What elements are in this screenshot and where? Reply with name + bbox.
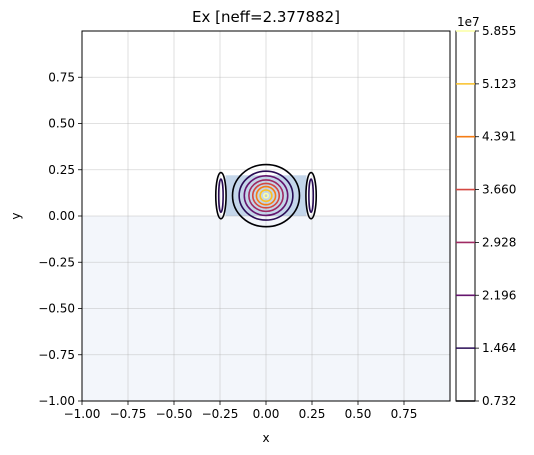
- x-tick-label: −0.25: [202, 407, 239, 421]
- contour-level: [248, 179, 284, 213]
- x-tick-label: −0.50: [156, 407, 193, 421]
- x-tick-label: −1.00: [64, 407, 101, 421]
- y-axis-label: y: [9, 212, 23, 219]
- chart-title: Ex [neff=2.377882]: [192, 8, 340, 26]
- y-tick-label: −0.25: [38, 255, 75, 269]
- colorbar-tick-label: 1.464: [482, 341, 516, 355]
- plot-area: −1.00 −0.75 −0.50 −0.25 0.00 0.25 0.50 0.75 −1.…: [38, 30, 451, 421]
- x-tick-label: 0.25: [299, 407, 326, 421]
- y-tick-label: 0.00: [48, 209, 75, 223]
- y-tick-label: −1.00: [38, 394, 75, 408]
- x-axis-label: x: [262, 431, 269, 445]
- x-tick-label: −0.75: [110, 407, 147, 421]
- y-tick-label: 0.50: [48, 117, 75, 131]
- contour-level: [231, 163, 301, 228]
- side-lobe-contour: [305, 171, 318, 220]
- colorbar-tick-label: 2.196: [482, 288, 516, 302]
- colorbar-tick-label: 2.928: [482, 235, 516, 249]
- x-tick-label: 0.75: [391, 407, 418, 421]
- contour-level: [243, 175, 289, 217]
- contour-level: [238, 170, 294, 221]
- side-lobe-contour: [214, 171, 227, 220]
- colorbar-tick-label: 4.391: [482, 130, 516, 144]
- colorbar-frame: [455, 30, 476, 402]
- y-tick-label: 0.75: [48, 70, 75, 84]
- contour-level: [262, 192, 270, 199]
- side-lobe-contour: [308, 178, 315, 214]
- x-tick-label: 0.50: [345, 407, 372, 421]
- contour-level: [259, 189, 273, 203]
- y-tick-label: 0.25: [48, 163, 75, 177]
- colorbar-tick-label: 3.660: [482, 183, 516, 197]
- colorbar: 1e7 0.732 1.464 2.196 2.928 3.660 4.391 5.123 5…: [455, 15, 516, 408]
- colorbar-tick-label: 5.855: [482, 24, 516, 38]
- y-tick-label: −0.50: [38, 302, 75, 316]
- colorbar-tick-label: 5.123: [482, 77, 516, 91]
- y-tick-label: −0.75: [38, 348, 75, 362]
- contour-level: [251, 182, 281, 209]
- side-lobe-contour: [217, 178, 224, 214]
- colorbar-scale-label: 1e7: [457, 15, 480, 29]
- x-tick-label: 0.00: [253, 407, 280, 421]
- colorbar-tick-label: 0.732: [482, 394, 516, 408]
- contour-level: [255, 185, 277, 206]
